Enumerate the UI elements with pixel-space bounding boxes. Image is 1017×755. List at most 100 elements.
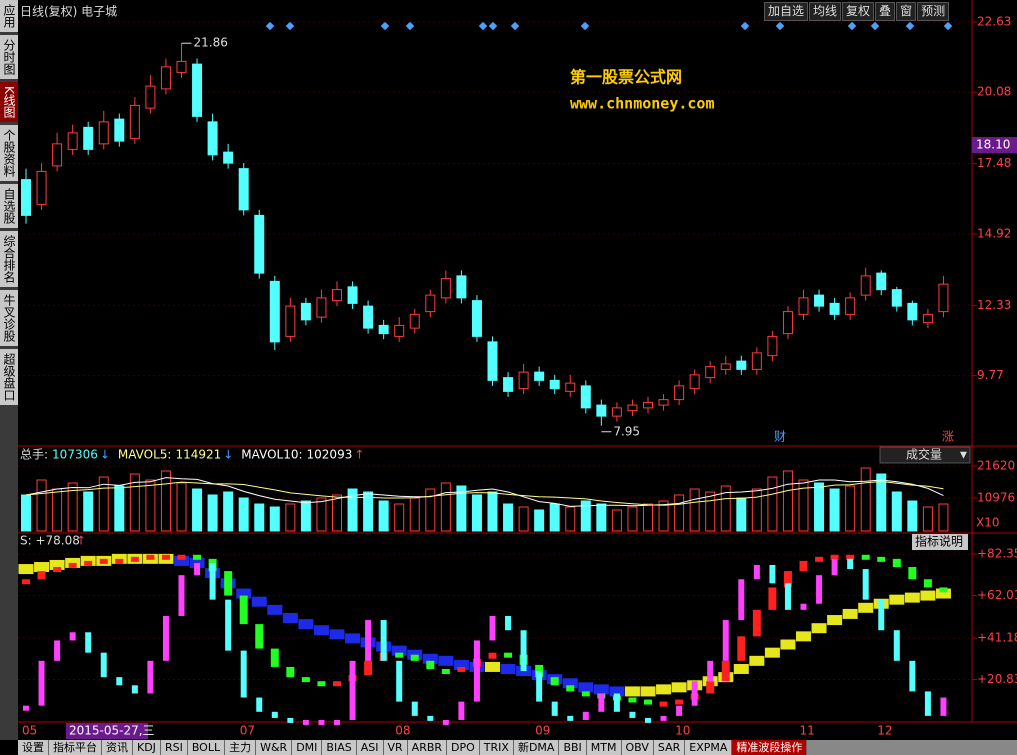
indicator-block	[800, 603, 807, 610]
tab[interactable]: 资讯	[102, 740, 133, 755]
legend-value: 107306	[52, 448, 98, 462]
candle-body	[36, 170, 47, 205]
indicator-block	[69, 632, 76, 641]
tab[interactable]: ASI	[356, 740, 384, 755]
indicator-block	[675, 699, 684, 705]
toolbar-button[interactable]: 加自选	[764, 2, 809, 21]
sidebar-item[interactable]: 分时图	[0, 35, 18, 79]
volume-bar	[440, 482, 451, 532]
indicator-block	[286, 666, 295, 678]
tab[interactable]: 新DMA	[513, 740, 560, 755]
candle-body	[814, 294, 825, 307]
volume-bar	[689, 488, 700, 532]
tab[interactable]: RSI	[160, 740, 188, 755]
toolbar-button[interactable]: 窗	[896, 2, 917, 21]
candle-body	[705, 366, 716, 379]
candle-body	[518, 371, 529, 390]
tab[interactable]: VR	[383, 740, 408, 755]
tab[interactable]: DPO	[447, 740, 480, 755]
volume-bar	[129, 473, 140, 532]
sidebar-item[interactable]: 超级盘口	[0, 348, 18, 405]
indicator-block	[598, 693, 605, 712]
tab[interactable]: 设置	[18, 740, 49, 755]
watermark: 第一股票公式网	[570, 68, 682, 87]
volume-bar	[549, 503, 560, 532]
marker: 涨	[942, 429, 954, 444]
volume-bar	[798, 479, 809, 532]
indicator-block	[488, 652, 497, 659]
dropdown[interactable]	[879, 446, 971, 464]
indicator-block	[733, 663, 749, 674]
tab[interactable]: SAR	[653, 740, 686, 755]
candle-body	[689, 374, 700, 390]
sidebar-item[interactable]: 应用	[0, 0, 18, 32]
volume-bar	[52, 488, 63, 532]
tab[interactable]: KDJ	[133, 740, 161, 755]
candle-body	[611, 407, 622, 417]
tab[interactable]: 主力	[225, 740, 257, 755]
indicator-block	[194, 562, 201, 576]
tab[interactable]: BIAS	[322, 740, 357, 755]
indicator-block	[582, 711, 589, 720]
volume-bar	[580, 500, 591, 532]
volume-bar	[223, 491, 234, 532]
sidebar-item[interactable]: 牛叉诊股	[0, 289, 18, 346]
sidebar-item[interactable]: 综合排名	[0, 230, 18, 287]
candle-body	[409, 313, 420, 329]
indicator-block	[722, 620, 729, 661]
toolbar-button[interactable]: 预测	[917, 2, 950, 21]
indicator-block	[22, 579, 30, 585]
sidebar-item[interactable]: K线图	[0, 82, 18, 122]
indicator-block	[271, 711, 278, 718]
indicator-block	[939, 587, 948, 593]
tab[interactable]: MTM	[586, 740, 622, 755]
volume-bar	[36, 479, 47, 532]
indicator-block	[889, 594, 905, 605]
tab[interactable]: EXPMA	[685, 740, 733, 755]
indicator-block	[924, 691, 931, 716]
panel-title: 指标说明	[915, 534, 963, 549]
volume-bar	[751, 488, 762, 532]
tab[interactable]: ARBR	[407, 740, 448, 755]
tab[interactable]: 指标平台	[49, 740, 102, 755]
tab[interactable]: 精准波段操作	[732, 740, 808, 755]
y-tick-label: +41.18	[977, 631, 1017, 645]
indicator-block	[640, 686, 656, 697]
indicator-block	[858, 602, 874, 613]
tab[interactable]: BBI	[559, 740, 587, 755]
toolbar-button[interactable]: 复权	[842, 2, 875, 21]
tab[interactable]: DMI	[292, 740, 323, 755]
toolbar-button[interactable]: 均线	[809, 2, 842, 21]
candle-body	[378, 324, 389, 335]
candle-body	[176, 60, 187, 73]
volume-bar	[316, 497, 327, 532]
candle-body	[316, 297, 327, 318]
y-tick-label: 10976	[977, 491, 1015, 505]
candle-body	[860, 275, 871, 296]
toolbar-button[interactable]: 叠	[875, 2, 896, 21]
indicator-block	[753, 564, 760, 580]
tab[interactable]: W&R	[256, 740, 293, 755]
y-tick-label: 12.33	[977, 298, 1011, 312]
sidebar-item[interactable]: 个股资料	[0, 124, 18, 181]
sidebar-item[interactable]: 自选股	[0, 183, 18, 228]
button[interactable]	[912, 534, 968, 550]
indicator-block	[846, 554, 855, 560]
tab[interactable]: TRIX	[479, 740, 514, 755]
indicator-block	[707, 660, 714, 682]
volume-bar	[409, 497, 420, 532]
candle-body	[129, 104, 140, 139]
indicator-block	[68, 562, 77, 568]
tab[interactable]: BOLL	[187, 740, 226, 755]
indicator-block	[349, 660, 356, 720]
indicator-block	[391, 645, 407, 656]
y-tick-label: +20.83	[977, 672, 1017, 686]
indicator-block	[441, 668, 450, 674]
indicator-block	[333, 681, 341, 687]
tab[interactable]: OBV	[621, 740, 654, 755]
candle-body	[829, 302, 840, 315]
indicator-block	[239, 595, 248, 625]
annotation: 21.86	[194, 36, 228, 50]
indicator-block	[935, 588, 951, 599]
y-tick-label: 14.92	[977, 227, 1011, 241]
